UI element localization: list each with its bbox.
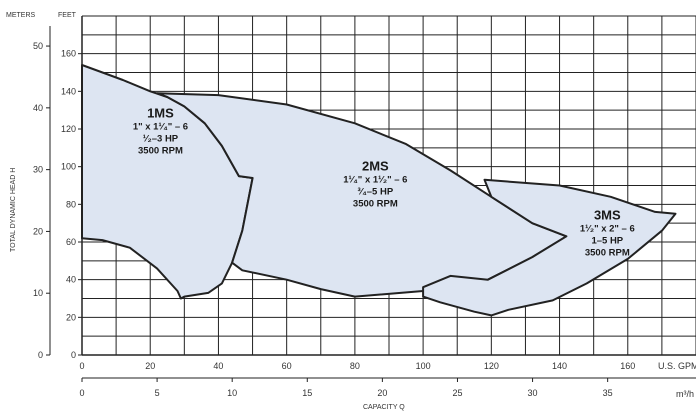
meters-axis-unit: METERS (6, 12, 36, 19)
m3h-tick-label: 15 (302, 388, 312, 398)
gpm-tick-label: 0 (79, 361, 84, 371)
region-spec-3ms: 1–5 HP (591, 235, 623, 246)
gpm-tick-label: 40 (213, 361, 223, 371)
meters-tick-label: 20 (33, 226, 43, 236)
gpm-axis-unit: U.S. GPM (658, 361, 696, 371)
gpm-tick-label: 80 (350, 361, 360, 371)
gpm-tick-label: 20 (145, 361, 155, 371)
gpm-tick-label: 160 (620, 361, 635, 371)
region-spec-3ms: 1¹⁄₂" x 2" – 6 (580, 223, 635, 234)
region-spec-1ms: ¹⁄₂–3 HP (143, 134, 179, 145)
meters-tick-label: 30 (33, 165, 43, 175)
m3h-tick-label: 35 (603, 388, 613, 398)
region-spec-1ms: 3500 RPM (138, 146, 183, 157)
m3h-axis-unit: m³/h (676, 389, 694, 399)
meters-tick-label: 10 (33, 288, 43, 298)
region-title-3ms: 3MS (594, 207, 621, 222)
m3h-tick-label: 30 (528, 388, 538, 398)
feet-tick-label: 60 (66, 237, 76, 247)
meters-tick-label: 50 (33, 41, 43, 51)
region-title-1ms: 1MS (147, 106, 174, 121)
feet-axis-unit: FEET (58, 12, 77, 19)
region-title-2ms: 2MS (362, 158, 389, 173)
gpm-tick-label: 140 (552, 361, 567, 371)
region-3ms (422, 178, 677, 317)
feet-tick-label: 0 (71, 350, 76, 360)
meters-tick-label: 40 (33, 103, 43, 113)
capacity-axis-title: CAPACITY Q (363, 404, 405, 411)
feet-tick-label: 80 (66, 199, 76, 209)
region-spec-2ms: 1¹⁄₄" x 1¹⁄₂" – 6 (343, 174, 407, 185)
meters-tick-label: 0 (38, 350, 43, 360)
feet-tick-label: 40 (66, 275, 76, 285)
feet-tick-label: 120 (61, 124, 76, 134)
gpm-tick-label: 120 (484, 361, 499, 371)
region-spec-3ms: 3500 RPM (585, 247, 630, 258)
feet-tick-label: 160 (61, 49, 76, 59)
feet-tick-label: 20 (66, 312, 76, 322)
m3h-tick-label: 20 (377, 388, 387, 398)
gpm-tick-label: 100 (416, 361, 431, 371)
m3h-tick-label: 0 (79, 388, 84, 398)
feet-tick-label: 100 (61, 162, 76, 172)
region-spec-2ms: ³⁄₄–5 HP (358, 186, 394, 197)
m3h-tick-label: 25 (452, 388, 462, 398)
m3h-tick-label: 10 (227, 388, 237, 398)
m3h-tick-label: 5 (155, 388, 160, 398)
gpm-tick-label: 60 (282, 361, 292, 371)
head-axis-title: TOTAL DYNAMIC HEAD H (10, 168, 17, 252)
feet-tick-label: 140 (61, 86, 76, 96)
region-spec-1ms: 1" x 1¹⁄₄" – 6 (133, 122, 188, 133)
region-spec-2ms: 3500 RPM (353, 198, 398, 209)
region-2ms (156, 92, 568, 298)
